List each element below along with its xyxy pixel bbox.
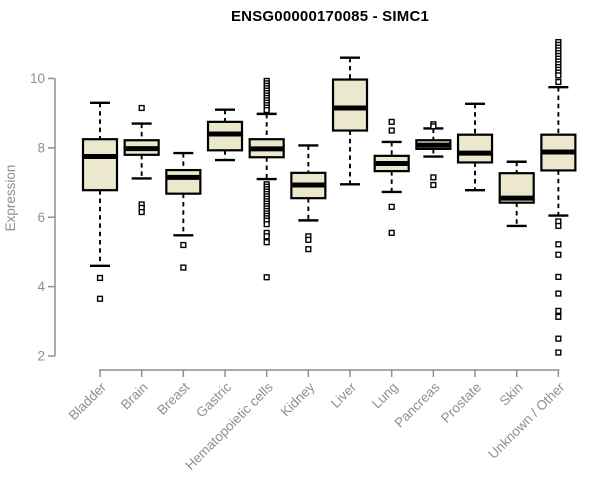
outlier-point — [138, 104, 145, 112]
y-tick-label: 8 — [37, 140, 45, 155]
outlier-point — [555, 273, 562, 281]
outlier-point — [555, 222, 562, 230]
y-tick-label: 4 — [37, 279, 45, 294]
outlier-point — [180, 241, 187, 249]
box — [331, 78, 369, 132]
outlier-point — [430, 181, 437, 189]
outlier-point — [263, 106, 270, 114]
outlier-point — [555, 251, 562, 258]
box — [456, 133, 494, 164]
chart-title: ENSG00000170085 - SIMC1 — [230, 8, 430, 25]
boxplot-pancreas — [415, 121, 452, 189]
outlier-point — [388, 229, 395, 236]
outlier-point — [430, 174, 437, 181]
outlier-point — [555, 72, 562, 79]
boxplot-liver — [331, 56, 369, 186]
x-category-label-brain: Brain — [118, 380, 151, 413]
outlier-point — [555, 313, 562, 320]
box — [81, 138, 119, 192]
x-category-label-pancreas: Pancreas — [392, 379, 443, 430]
boxplot-lung — [373, 118, 410, 236]
outlier-point — [555, 290, 562, 297]
outlier-point — [180, 264, 187, 271]
outlier-point — [388, 127, 395, 134]
x-category-label-breast: Breast — [154, 379, 192, 417]
x-category-label-liver: Liver — [328, 379, 360, 411]
outlier-point — [555, 307, 562, 315]
outlier-point — [555, 241, 562, 248]
x-category-label-prostate: Prostate — [438, 380, 484, 426]
outlier-point — [96, 295, 104, 302]
x-category-label-unknown-other: Unknown / Other — [485, 379, 568, 462]
outlier-point — [555, 78, 562, 86]
y-axis: 2 4 6 8 10 Expression — [3, 71, 56, 364]
outlier-point — [555, 335, 562, 342]
y-tick-label: 10 — [30, 71, 45, 86]
outlier-point — [305, 236, 312, 243]
boxplot-skin — [498, 160, 535, 228]
boxplot-bladder — [81, 101, 119, 302]
y-tick-label: 6 — [37, 210, 45, 225]
boxplot-hematopoietic-cells — [248, 77, 285, 281]
boxplot-unknown-other — [540, 38, 577, 356]
outlier-point — [555, 349, 562, 356]
outlier-point — [263, 221, 270, 228]
y-axis-label: Expression — [3, 165, 18, 232]
x-category-label-lung: Lung — [369, 380, 401, 412]
outlier-point — [388, 118, 395, 125]
boxplot-gastric — [206, 108, 244, 162]
x-category-label-gastric: Gastric — [193, 379, 234, 420]
boxplot-breast — [165, 151, 202, 271]
outlier-point — [430, 123, 437, 130]
outlier-point — [263, 239, 270, 246]
outlier-point — [263, 233, 270, 240]
outlier-point — [138, 208, 145, 216]
outlier-point — [96, 274, 104, 282]
boxplot-brain — [123, 104, 160, 216]
outlier-point — [388, 203, 395, 210]
x-category-label-skin: Skin — [497, 380, 526, 409]
box — [165, 168, 202, 195]
outlier-point — [263, 274, 270, 281]
boxplot-prostate — [456, 102, 494, 192]
y-tick-label: 2 — [37, 349, 45, 364]
boxplot-kidney — [290, 144, 327, 253]
x-category-label-kidney: Kidney — [278, 379, 318, 419]
x-category-label-bladder: Bladder — [66, 379, 110, 423]
outlier-point — [305, 246, 312, 253]
